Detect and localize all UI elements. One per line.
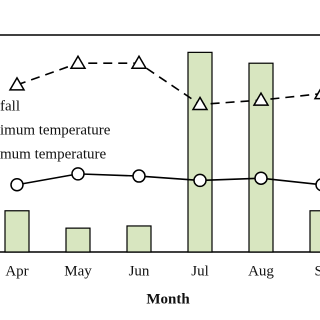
x-tick-label: Aug (248, 263, 274, 279)
legend-label: fall (0, 98, 20, 114)
bar (309, 210, 320, 253)
marker (191, 95, 209, 111)
x-tick-label: Jun (129, 263, 150, 279)
marker (254, 171, 268, 185)
line (16, 173, 320, 186)
bar (4, 210, 30, 253)
marker (132, 169, 146, 183)
marker (315, 178, 320, 192)
legend-label: mum temperature (0, 146, 107, 162)
bar (248, 62, 274, 253)
legend-label: imum temperature (0, 122, 111, 138)
marker (69, 54, 87, 69)
bar (126, 225, 152, 253)
bar (187, 51, 213, 253)
plot-frame (0, 34, 320, 253)
marker (8, 76, 26, 91)
marker (313, 88, 320, 100)
marker (71, 167, 85, 181)
line (16, 62, 320, 106)
marker (130, 54, 148, 69)
marker (193, 173, 207, 188)
x-tick-label: Apr (5, 263, 28, 279)
marker (252, 91, 270, 106)
x-axis-title: Month (146, 291, 190, 307)
marker (10, 177, 24, 192)
bar (65, 227, 91, 253)
x-tick-label: May (64, 263, 92, 279)
x-tick-label: Se (315, 263, 320, 279)
x-tick-label: Jul (191, 263, 209, 279)
